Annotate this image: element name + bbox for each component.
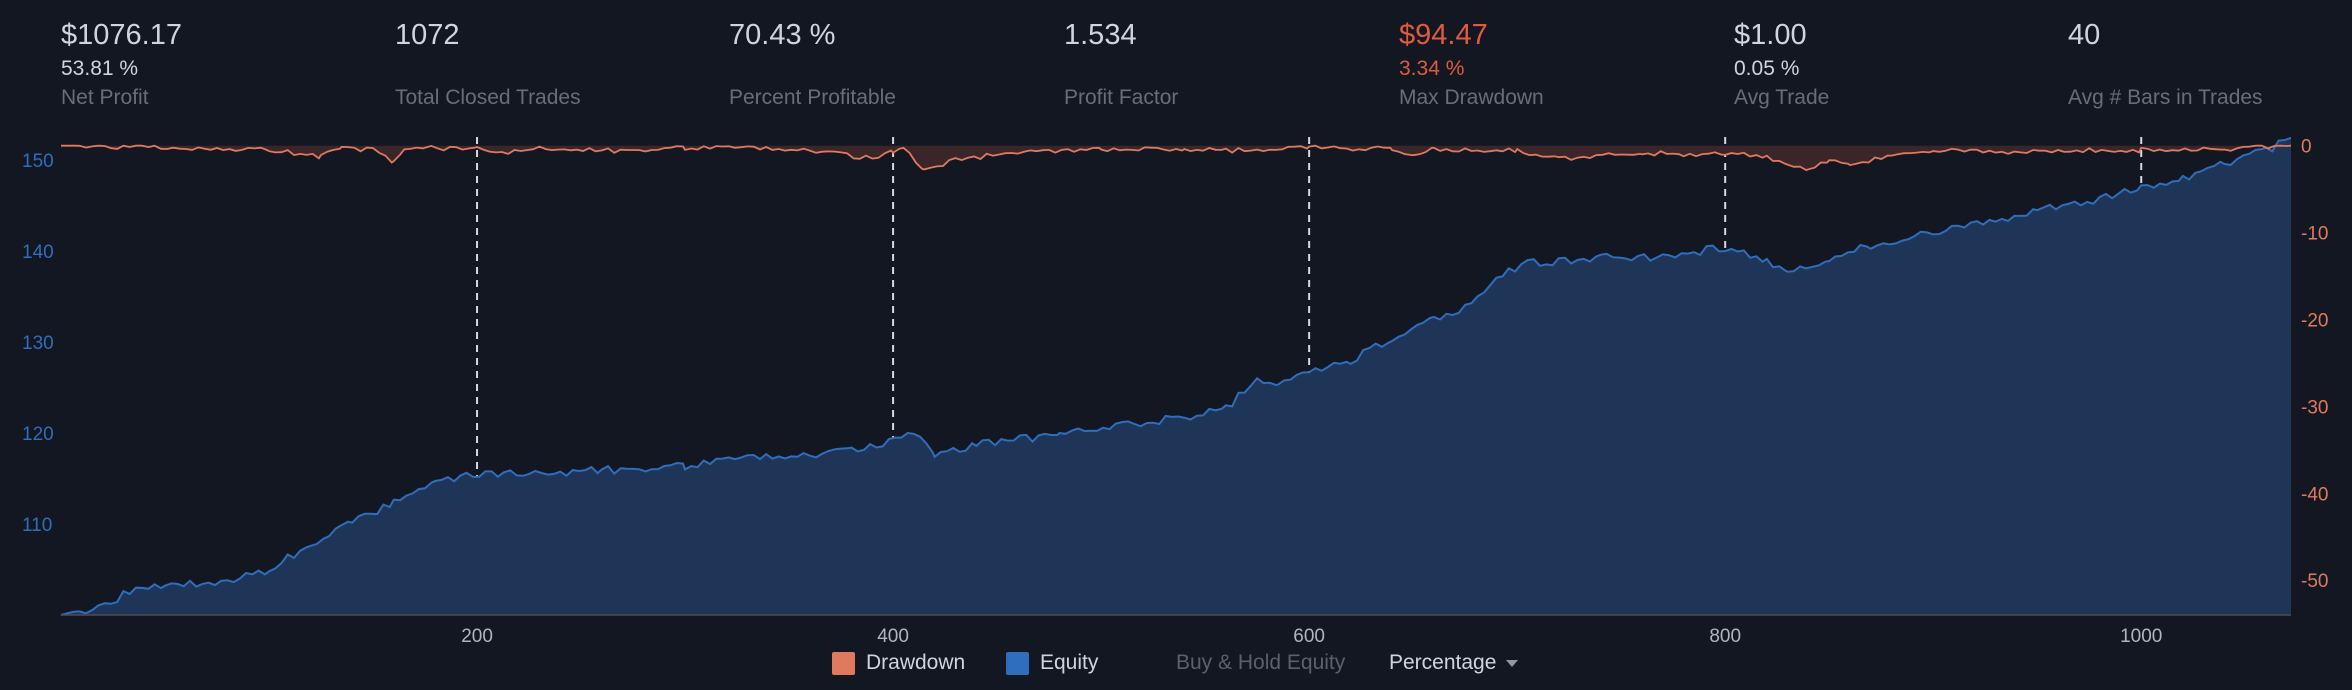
stat-label: Total Closed Trades — [395, 86, 581, 109]
equity-tick-label: 120 — [22, 424, 54, 445]
stat-value: 70.43 % — [729, 19, 836, 51]
stat-label: Avg # Bars in Trades — [2068, 86, 2263, 109]
stats-bar: $1076.17 53.81 % Net Profit 1072 Total C… — [0, 0, 2352, 130]
x-tick-label: 600 — [1293, 626, 1325, 647]
equity-tick-label: 150 — [22, 151, 54, 172]
stat-sub: 3.34 % — [1399, 57, 1465, 80]
equity-series — [60, 136, 2292, 616]
stat-max-drawdown: $94.47 3.34 % Max Drawdown — [1399, 18, 1544, 111]
equity-swatch — [1006, 651, 1029, 675]
stat-value: $1.00 — [1734, 19, 1807, 51]
chevron-down-icon — [1506, 659, 1519, 667]
stat-value: 40 — [2068, 19, 2101, 51]
drawdown-series — [61, 144, 2292, 172]
stat-avg-trade: $1.00 0.05 % Avg Trade — [1734, 18, 1829, 111]
equity-area — [61, 137, 2291, 615]
equity-tick-label: 130 — [22, 333, 54, 354]
stat-label: Net Profit — [61, 86, 149, 109]
stat-profit-factor: 1.534 Profit Factor — [1064, 18, 1178, 111]
stat-percent-profitable: 70.43 % Percent Profitable — [729, 18, 896, 111]
drawdown-tick-label: 0 — [2301, 137, 2312, 158]
x-tick-label: 800 — [1709, 626, 1741, 647]
drawdown-tick-label: -10 — [2301, 224, 2328, 245]
drawdown-tick-label: -30 — [2301, 397, 2328, 418]
x-tick-label: 400 — [877, 626, 909, 647]
display-mode-dropdown[interactable]: Percentage — [1389, 651, 1519, 675]
legend-drawdown[interactable]: Drawdown — [832, 651, 965, 675]
stat-value: $94.47 — [1399, 19, 1488, 51]
drawdown-swatch — [832, 651, 855, 675]
axis-ticks: 200 400 600 800 1000 110 120 130 140 150 0 -10 -20 -3… — [22, 137, 2328, 647]
stat-label: Avg Trade — [1734, 86, 1830, 109]
stat-total-closed-trades: 1072 Total Closed Trades — [395, 18, 581, 111]
equity-tick-label: 140 — [22, 242, 54, 263]
equity-line — [60, 136, 2292, 616]
legend-drawdown-label: Drawdown — [866, 651, 966, 674]
stat-value: 1.534 — [1064, 19, 1137, 51]
drawdown-tick-label: -40 — [2301, 484, 2328, 505]
stat-avg-bars-in-trades: 40 Avg # Bars in Trades — [2068, 18, 2263, 111]
drawdown-area — [61, 145, 2291, 171]
drawdown-tick-label: -50 — [2301, 571, 2328, 592]
stat-sub: 0.05 % — [1734, 57, 1800, 80]
equity-tick-label: 110 — [22, 515, 52, 536]
stat-label: Profit Factor — [1064, 86, 1179, 109]
x-tick-label: 1000 — [2120, 626, 2162, 647]
stat-net-profit: $1076.17 53.81 % Net Profit — [61, 18, 182, 111]
stat-label: Percent Profitable — [729, 86, 896, 109]
drawdown-line — [61, 144, 2292, 172]
x-tick-label: 200 — [461, 626, 493, 647]
display-mode-label: Percentage — [1389, 651, 1497, 674]
stat-value: $1076.17 — [61, 19, 182, 51]
stat-sub: 53.81 % — [61, 57, 139, 80]
legend-equity-label: Equity — [1040, 651, 1099, 674]
legend-buy-hold-label: Buy & Hold Equity — [1176, 651, 1346, 674]
stat-value: 1072 — [395, 19, 460, 51]
drawdown-tick-label: -20 — [2301, 311, 2328, 332]
legend-buy-hold[interactable]: Buy & Hold Equity — [1176, 651, 1345, 675]
legend-equity[interactable]: Equity — [1006, 651, 1098, 675]
stat-label: Max Drawdown — [1399, 86, 1544, 109]
chart-legend: Drawdown Equity Buy & Hold Equity Percen… — [0, 648, 2352, 682]
